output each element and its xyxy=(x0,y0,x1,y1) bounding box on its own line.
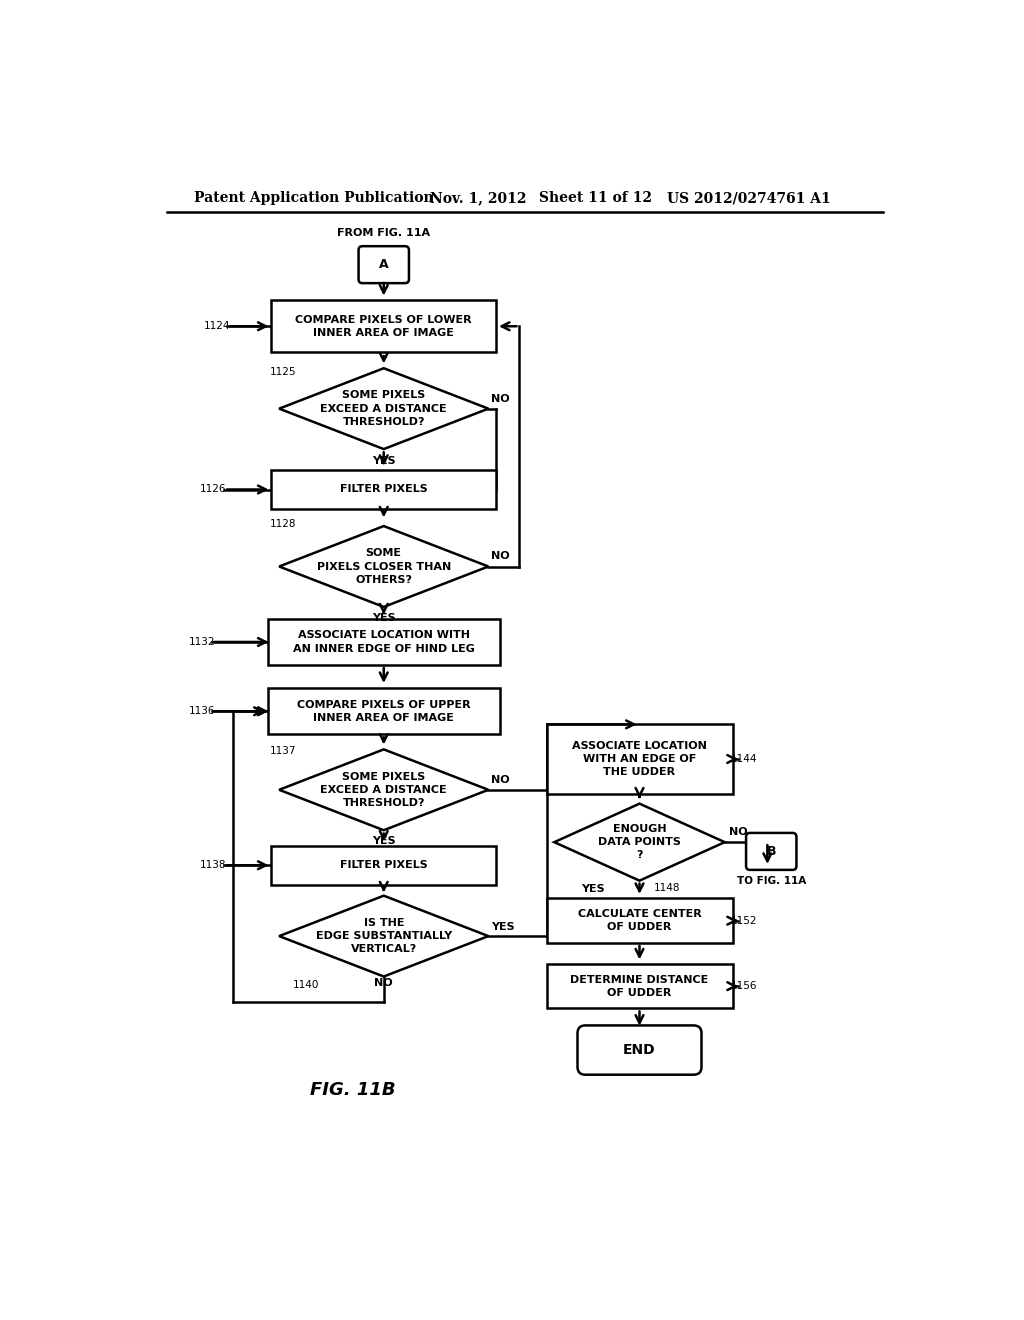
Text: NO: NO xyxy=(490,775,509,785)
Text: US 2012/0274761 A1: US 2012/0274761 A1 xyxy=(667,191,830,206)
Polygon shape xyxy=(554,804,725,880)
Text: 1124: 1124 xyxy=(204,321,230,331)
Text: 1144: 1144 xyxy=(731,754,758,764)
Polygon shape xyxy=(280,368,488,449)
FancyBboxPatch shape xyxy=(267,688,500,734)
Text: END: END xyxy=(624,1043,655,1057)
Text: 1125: 1125 xyxy=(269,367,296,378)
FancyBboxPatch shape xyxy=(271,300,496,352)
Text: 1126: 1126 xyxy=(200,484,226,495)
Text: YES: YES xyxy=(490,921,514,932)
Text: FIG. 11B: FIG. 11B xyxy=(310,1081,395,1100)
Text: YES: YES xyxy=(372,612,395,623)
Text: ASSOCIATE LOCATION WITH
AN INNER EDGE OF HIND LEG: ASSOCIATE LOCATION WITH AN INNER EDGE OF… xyxy=(293,631,475,653)
Text: Sheet 11 of 12: Sheet 11 of 12 xyxy=(539,191,651,206)
FancyBboxPatch shape xyxy=(271,846,496,884)
Text: ASSOCIATE LOCATION
WITH AN EDGE OF
THE UDDER: ASSOCIATE LOCATION WITH AN EDGE OF THE U… xyxy=(572,741,707,777)
Text: YES: YES xyxy=(372,457,395,466)
Text: COMPARE PIXELS OF UPPER
INNER AREA OF IMAGE: COMPARE PIXELS OF UPPER INNER AREA OF IM… xyxy=(297,700,471,723)
Text: COMPARE PIXELS OF LOWER
INNER AREA OF IMAGE: COMPARE PIXELS OF LOWER INNER AREA OF IM… xyxy=(296,314,472,338)
Text: FROM FIG. 11A: FROM FIG. 11A xyxy=(337,228,430,238)
Text: NO: NO xyxy=(729,828,748,837)
Text: FILTER PIXELS: FILTER PIXELS xyxy=(340,484,428,495)
Text: DETERMINE DISTANCE
OF UDDER: DETERMINE DISTANCE OF UDDER xyxy=(570,974,709,998)
Text: 1140: 1140 xyxy=(293,979,319,990)
Text: CALCULATE CENTER
OF UDDER: CALCULATE CENTER OF UDDER xyxy=(578,909,701,932)
Text: 1128: 1128 xyxy=(269,519,296,529)
Text: Patent Application Publication: Patent Application Publication xyxy=(194,191,433,206)
Text: ENOUGH
DATA POINTS
?: ENOUGH DATA POINTS ? xyxy=(598,824,681,861)
Text: TO FIG. 11A: TO FIG. 11A xyxy=(736,876,806,886)
Text: SOME PIXELS
EXCEED A DISTANCE
THRESHOLD?: SOME PIXELS EXCEED A DISTANCE THRESHOLD? xyxy=(321,391,447,426)
Text: NO: NO xyxy=(490,552,509,561)
Text: YES: YES xyxy=(582,884,605,894)
Text: 1132: 1132 xyxy=(188,638,215,647)
Text: 1136: 1136 xyxy=(188,706,215,717)
Text: 1156: 1156 xyxy=(731,981,758,991)
FancyBboxPatch shape xyxy=(547,725,732,793)
Text: IS THE
EDGE SUBSTANTIALLY
VERTICAL?: IS THE EDGE SUBSTANTIALLY VERTICAL? xyxy=(315,917,452,954)
Text: 1138: 1138 xyxy=(200,861,226,870)
Text: SOME PIXELS
EXCEED A DISTANCE
THRESHOLD?: SOME PIXELS EXCEED A DISTANCE THRESHOLD? xyxy=(321,772,447,808)
Text: Nov. 1, 2012: Nov. 1, 2012 xyxy=(430,191,526,206)
FancyBboxPatch shape xyxy=(267,619,500,665)
FancyBboxPatch shape xyxy=(578,1026,701,1074)
FancyBboxPatch shape xyxy=(271,470,496,508)
Polygon shape xyxy=(280,750,488,830)
Text: B: B xyxy=(767,845,776,858)
Text: 1148: 1148 xyxy=(653,883,680,894)
Text: 1137: 1137 xyxy=(269,746,296,756)
FancyBboxPatch shape xyxy=(547,899,732,942)
FancyBboxPatch shape xyxy=(746,833,797,870)
Text: SOME
PIXELS CLOSER THAN
OTHERS?: SOME PIXELS CLOSER THAN OTHERS? xyxy=(316,548,451,585)
Text: 1152: 1152 xyxy=(731,916,758,925)
Polygon shape xyxy=(280,527,488,607)
Text: NO: NO xyxy=(490,393,509,404)
Text: YES: YES xyxy=(372,836,395,846)
FancyBboxPatch shape xyxy=(547,964,732,1008)
Text: NO: NO xyxy=(375,978,393,989)
Text: FILTER PIXELS: FILTER PIXELS xyxy=(340,861,428,870)
Polygon shape xyxy=(280,896,488,977)
FancyBboxPatch shape xyxy=(358,246,409,284)
Text: A: A xyxy=(379,259,388,271)
